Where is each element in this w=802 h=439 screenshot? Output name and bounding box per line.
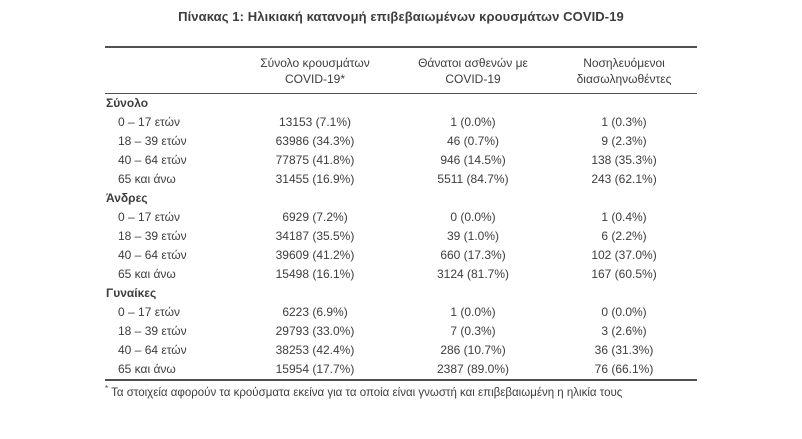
- value-cell: 29793 (33.0%): [275, 324, 355, 338]
- value-cell: 7 (0.3%): [450, 324, 496, 338]
- header-line: διασωληνωθέντες: [576, 72, 672, 86]
- table-footnote: * Τα στοιχεία αφορούν τα κρούσματα εκείν…: [105, 384, 697, 400]
- value-cell: 946 (14.5%): [440, 153, 506, 167]
- header-line: COVID-19*: [284, 72, 346, 86]
- header-line: Νοσηλευόμενοι: [583, 56, 665, 70]
- table-row: 65 και άνω 31455 (16.9%) 5511 (84.7%) 243 (…: [105, 170, 697, 189]
- value-cell: 6223 (6.9%): [282, 305, 348, 319]
- header-line: Σύνολο κρουσμάτων: [260, 56, 370, 70]
- value-cell: 15498 (16.1%): [275, 267, 355, 281]
- value-cell: 13153 (7.1%): [278, 115, 352, 129]
- value-cell: 5511 (84.7%): [437, 172, 509, 186]
- age-group-label: 40 – 64 ετών: [118, 248, 187, 262]
- table-row: 0 – 17 ετών 13153 (7.1%) 1 (0.0%) 1 (0.3%): [105, 113, 697, 132]
- value-cell: 660 (17.3%): [440, 248, 506, 262]
- value-cell: 286 (10.7%): [440, 343, 506, 357]
- value-cell: 6 (2.2%): [601, 229, 647, 243]
- header-row: Σύνολο κρουσμάτων COVID-19* Θάνατοι ασθε…: [105, 47, 697, 94]
- age-group-label: 65 και άνω: [118, 267, 176, 281]
- value-cell: 2387 (89.0%): [436, 362, 510, 376]
- page-title: Πίνακας 1: Ηλικιακή κατανομή επιβεβαιωμέ…: [178, 9, 624, 24]
- table-row: 18 – 39 ετών 29793 (33.0%) 7 (0.3%) 3 (2.6%…: [105, 322, 697, 341]
- covid-age-table: Σύνολο κρουσμάτων COVID-19* Θάνατοι ασθε…: [105, 46, 697, 381]
- value-cell: 36 (31.3%): [594, 343, 654, 357]
- section-label: Άνδρες: [106, 191, 148, 205]
- value-cell: 1 (0.0%): [450, 115, 496, 129]
- value-cell: 0 (0.0%): [450, 210, 496, 224]
- document-page: Πίνακας 1: Ηλικιακή κατανομή επιβεβαιωμέ…: [105, 0, 697, 400]
- age-group-label: 0 – 17 ετών: [118, 210, 180, 224]
- section-label: Γυναίκες: [106, 286, 157, 300]
- table-header: Σύνολο κρουσμάτων COVID-19* Θάνατοι ασθε…: [105, 47, 697, 94]
- age-group-label: 0 – 17 ετών: [118, 115, 180, 129]
- section-label: Σύνολο: [106, 96, 149, 110]
- age-group-label: 18 – 39 ετών: [118, 229, 187, 243]
- value-cell: 243 (62.1%): [591, 172, 657, 186]
- header-total-cases: Σύνολο κρουσμάτων COVID-19*: [235, 47, 395, 94]
- value-cell: 102 (37.0%): [591, 248, 657, 262]
- footnote-marker: *: [105, 384, 109, 394]
- table-body: Σύνολο 0 – 17 ετών 13153 (7.1%) 1 (0.0%) 1 (…: [105, 94, 697, 381]
- age-group-label: 40 – 64 ετών: [118, 343, 187, 357]
- value-cell: 138 (35.3%): [591, 153, 657, 167]
- section-header-row: Άνδρες: [105, 189, 697, 208]
- header-line: Θάνατοι ασθενών με: [418, 56, 528, 70]
- footnote-text: Τα στοιχεία αφορούν τα κρούσματα εκείνα …: [111, 387, 623, 399]
- age-group-label: 65 και άνω: [118, 362, 176, 376]
- value-cell: 31455 (16.9%): [275, 172, 355, 186]
- table-row: 65 και άνω 15498 (16.1%) 3124 (81.7%) 167 (…: [105, 265, 697, 284]
- value-cell: 1 (0.4%): [601, 210, 647, 224]
- age-group-label: 65 και άνω: [118, 172, 176, 186]
- value-cell: 38253 (42.4%): [275, 343, 355, 357]
- table-row: 18 – 39 ετών 34187 (35.5%) 39 (1.0%) 6 (2.2…: [105, 227, 697, 246]
- section-header-row: Γυναίκες: [105, 284, 697, 303]
- value-cell: 3124 (81.7%): [436, 267, 510, 281]
- value-cell: 1 (0.3%): [601, 115, 647, 129]
- table-row: 40 – 64 ετών 77875 (41.8%) 946 (14.5%) 138 …: [105, 151, 697, 170]
- value-cell: 9 (2.3%): [601, 134, 647, 148]
- table-row: 0 – 17 ετών 6223 (6.9%) 1 (0.0%) 0 (0.0%): [105, 303, 697, 322]
- age-group-label: 18 – 39 ετών: [118, 324, 187, 338]
- table-row: 18 – 39 ετών 63986 (34.3%) 46 (0.7%) 9 (2.3…: [105, 132, 697, 151]
- value-cell: 34187 (35.5%): [275, 229, 355, 243]
- value-cell: 167 (60.5%): [591, 267, 657, 281]
- age-group-label: 40 – 64 ετών: [118, 153, 187, 167]
- value-cell: 63986 (34.3%): [275, 134, 355, 148]
- value-cell: 6929 (7.2%): [282, 210, 348, 224]
- section-header-row: Σύνολο: [105, 94, 697, 114]
- value-cell: 39609 (41.2%): [275, 248, 355, 262]
- value-cell: 76 (66.1%): [594, 362, 654, 376]
- value-cell: 0 (0.0%): [601, 305, 647, 319]
- header-line: COVID-19: [445, 72, 501, 86]
- value-cell: 15954 (17.7%): [275, 362, 355, 376]
- table-row: 40 – 64 ετών 38253 (42.4%) 286 (10.7%) 36 (…: [105, 341, 697, 360]
- header-intubated: Νοσηλευόμενοι διασωληνωθέντες: [551, 47, 697, 94]
- table-row: 0 – 17 ετών 6929 (7.2%) 0 (0.0%) 1 (0.4%): [105, 208, 697, 227]
- table-row: 65 και άνω 15954 (17.7%) 2387 (89.0%) 76 (6…: [105, 360, 697, 380]
- age-group-label: 0 – 17 ετών: [118, 305, 180, 319]
- header-deaths: Θάνατοι ασθενών με COVID-19: [395, 47, 551, 94]
- table-row: 40 – 64 ετών 39609 (41.2%) 660 (17.3%) 102 …: [105, 246, 697, 265]
- value-cell: 77875 (41.8%): [275, 153, 355, 167]
- age-group-label: 18 – 39 ετών: [118, 134, 187, 148]
- value-cell: 3 (2.6%): [601, 324, 647, 338]
- header-empty-cell: [105, 47, 235, 94]
- value-cell: 1 (0.0%): [450, 305, 496, 319]
- value-cell: 39 (1.0%): [446, 229, 500, 243]
- value-cell: 46 (0.7%): [446, 134, 500, 148]
